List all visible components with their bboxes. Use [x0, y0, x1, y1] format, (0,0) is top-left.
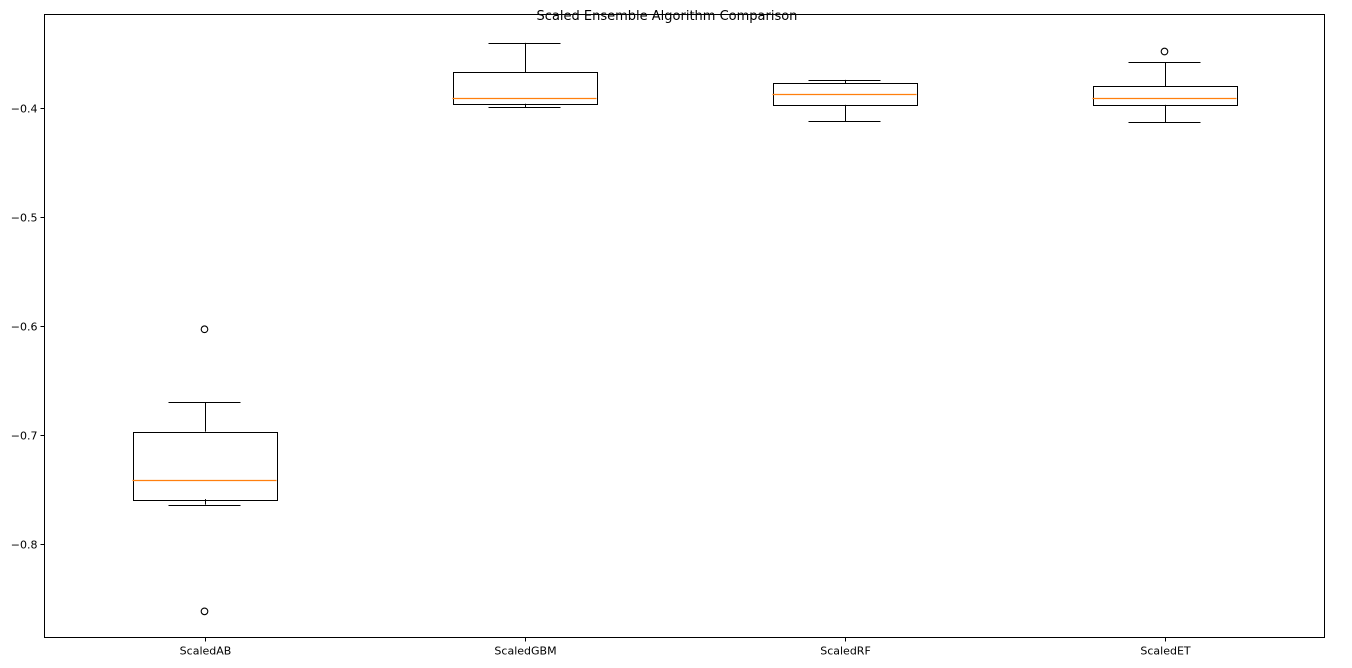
x-tick-label: ScaledGBM [494, 645, 556, 658]
iqr-box [453, 72, 598, 105]
iqr-box [1093, 86, 1238, 106]
iqr-box [133, 432, 278, 501]
x-tick-label: ScaledET [1140, 645, 1191, 658]
box-scaledet [1092, 47, 1238, 123]
boxes-layer [132, 42, 1238, 616]
box-scaledab [132, 325, 278, 616]
y-tick-label: −0.5 [11, 212, 38, 225]
outlier-point [1160, 47, 1169, 56]
y-tick-label: −0.4 [11, 103, 38, 116]
y-axis: −0.8 −0.7 −0.6 −0.5 −0.4 [11, 103, 45, 552]
x-tick-label: ScaledAB [180, 645, 232, 658]
outlier-point [200, 325, 209, 334]
x-axis: ScaledAB ScaledGBM ScaledRF ScaledET [180, 637, 1191, 658]
box-scaledgbm [452, 42, 598, 108]
box-scaledrf [772, 79, 918, 122]
plot-area-frame [44, 14, 1325, 638]
y-tick-label: −0.7 [11, 430, 38, 443]
y-tick-label: −0.8 [11, 539, 38, 552]
y-tick-label: −0.6 [11, 321, 38, 334]
x-tick-label: ScaledRF [820, 645, 871, 658]
outlier-point [200, 607, 209, 616]
chart-title: Scaled Ensemble Algorithm Comparison [536, 9, 798, 24]
